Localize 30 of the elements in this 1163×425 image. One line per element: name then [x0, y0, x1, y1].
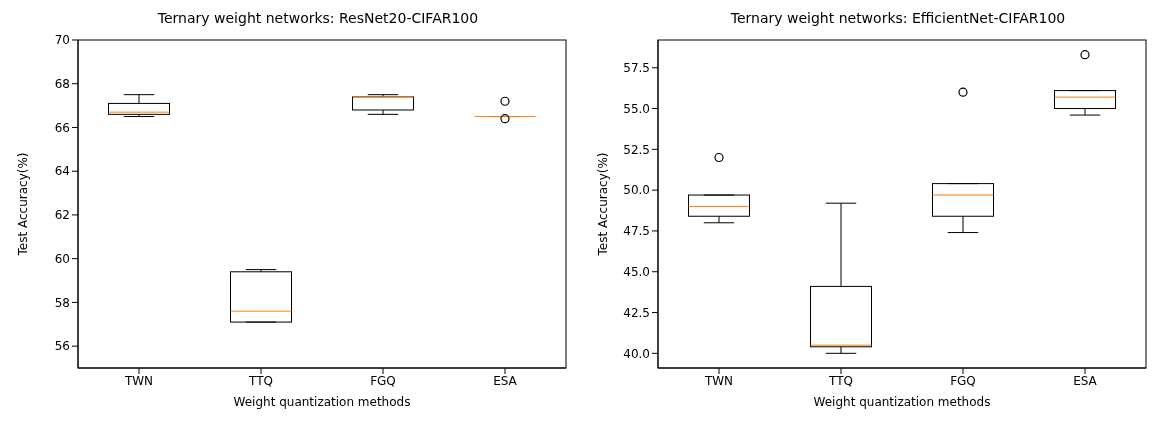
y-tick-label: 58	[54, 295, 70, 310]
x-tick-label: FGQ	[950, 373, 976, 388]
y-tick-label: 42.5	[623, 305, 650, 320]
y-tick-label: 50.0	[623, 183, 650, 198]
y-tick-label: 45.0	[623, 264, 650, 279]
y-tick-label: 52.5	[623, 142, 650, 157]
y-tick-label: 57.5	[623, 61, 650, 75]
x-axis-title: Weight quantization methods	[813, 395, 991, 409]
y-tick-label: 62	[54, 208, 70, 223]
y-tick-label: 66	[54, 120, 70, 135]
x-tick-label: ESA	[493, 373, 518, 388]
y-tick-label: 60	[54, 251, 70, 266]
x-axis-title: Weight quantization methods	[233, 395, 411, 409]
x-tick-label: FGQ	[370, 373, 396, 388]
x-tick-label: ESA	[1073, 373, 1098, 388]
y-axis-title: Test Accuracy(%)	[596, 152, 611, 257]
y-tick-label: 68	[54, 76, 70, 91]
y-tick-label: 55.0	[623, 101, 650, 116]
y-tick-label: 47.5	[623, 224, 650, 239]
y-tick-label: 64	[54, 164, 70, 179]
chart-title: Ternary weight networks: ResNet20-CIFAR100	[156, 9, 480, 28]
x-tick-label: TTQ	[248, 373, 273, 388]
x-tick-label: TWN	[703, 373, 734, 388]
x-tick-label: TTQ	[828, 373, 853, 388]
y-tick-label: 40.0	[623, 346, 650, 361]
y-axis-title: Test Accuracy(%)	[16, 152, 31, 257]
y-tick-label: 70	[54, 33, 70, 48]
chart-title: Ternary weight networks: EfficientNet-CIFAR100	[729, 9, 1067, 28]
x-tick-label: TWN	[123, 373, 154, 388]
y-tick-label: 56	[54, 339, 70, 354]
